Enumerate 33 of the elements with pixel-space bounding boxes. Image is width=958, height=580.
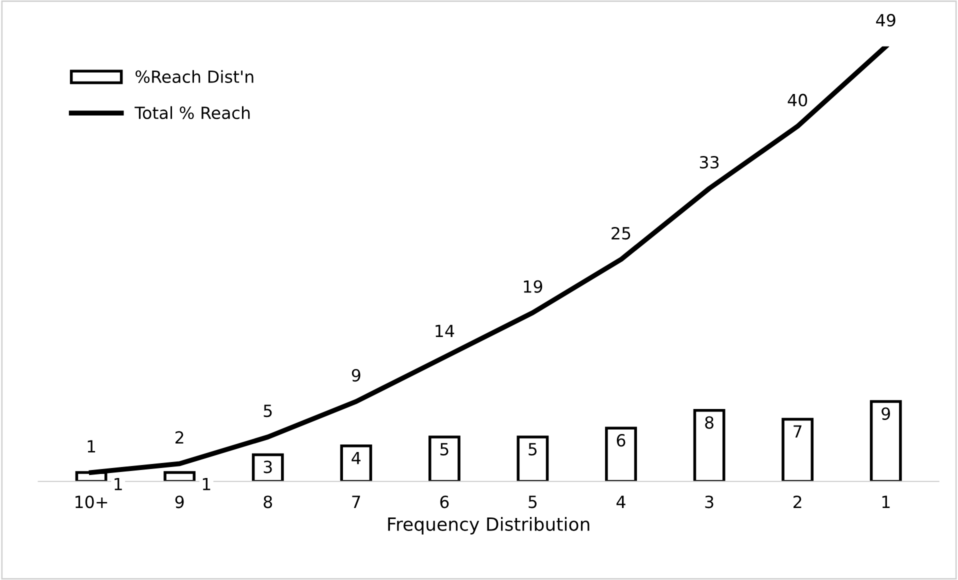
data-label: 7 [794,425,802,438]
legend-label: Total % Reach [134,106,250,120]
x-tick-label: 3 [705,496,714,508]
x-tick-label: 4 [616,496,626,508]
data-label: 9 [352,369,360,382]
data-label: 4 [352,452,361,464]
data-label: 1 [114,478,122,490]
x-tick-label: 10+ [76,496,108,508]
data-label: 5 [264,404,272,418]
data-label: 8 [705,416,714,429]
x-tick-label: 5 [528,496,537,508]
data-label: 25 [612,226,630,240]
x-tick-label: 8 [264,496,272,508]
data-label: 19 [524,280,542,293]
data-label: 5 [528,443,537,456]
x-tick-label: 1 [882,496,890,508]
data-label: 33 [700,156,719,169]
legend-label: %Reach Dist'n [136,70,254,83]
data-label: 5 [440,443,448,456]
data-label: 40 [788,94,808,106]
data-label: 1 [202,478,210,490]
data-label: 6 [616,434,626,447]
data-label: 3 [264,460,272,474]
data-label: 49 [876,14,896,27]
data-label: 2 [175,431,184,444]
x-tick-label: 7 [352,496,360,508]
data-label: 14 [436,324,454,337]
x-tick-label: 2 [794,496,802,508]
data-label: 1 [88,440,96,452]
data-label: 9 [882,407,890,420]
x-axis-title: Frequency Distribution [388,516,590,534]
x-tick-label: 9 [175,496,184,508]
x-tick-label: 6 [440,496,449,508]
